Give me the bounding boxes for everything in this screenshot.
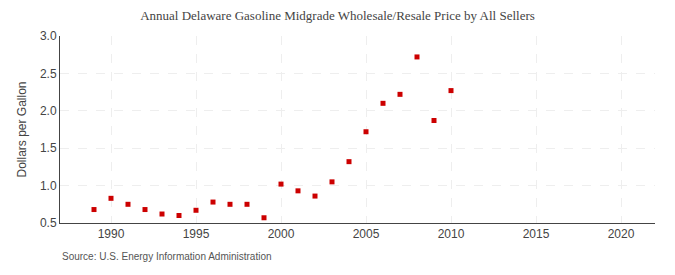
svg-text:2010: 2010 bbox=[438, 227, 465, 241]
svg-text:0.5: 0.5 bbox=[40, 216, 57, 230]
svg-text:1.0: 1.0 bbox=[40, 179, 57, 193]
svg-text:1990: 1990 bbox=[98, 227, 125, 241]
svg-text:Source: U.S. Energy Informatio: Source: U.S. Energy Information Administ… bbox=[62, 251, 272, 262]
svg-text:1.5: 1.5 bbox=[40, 141, 57, 155]
svg-text:2000: 2000 bbox=[268, 227, 295, 241]
svg-text:1995: 1995 bbox=[183, 227, 210, 241]
svg-text:2.0: 2.0 bbox=[40, 104, 57, 118]
svg-text:2005: 2005 bbox=[353, 227, 380, 241]
svg-text:Dollars per Gallon: Dollars per Gallon bbox=[15, 81, 29, 177]
svg-text:2015: 2015 bbox=[523, 227, 550, 241]
svg-text:3.0: 3.0 bbox=[40, 29, 57, 43]
svg-text:2.5: 2.5 bbox=[40, 67, 57, 81]
svg-text:2020: 2020 bbox=[608, 227, 635, 241]
svg-text:Annual Delaware Gasoline Midgr: Annual Delaware Gasoline Midgrade Wholes… bbox=[140, 8, 535, 23]
